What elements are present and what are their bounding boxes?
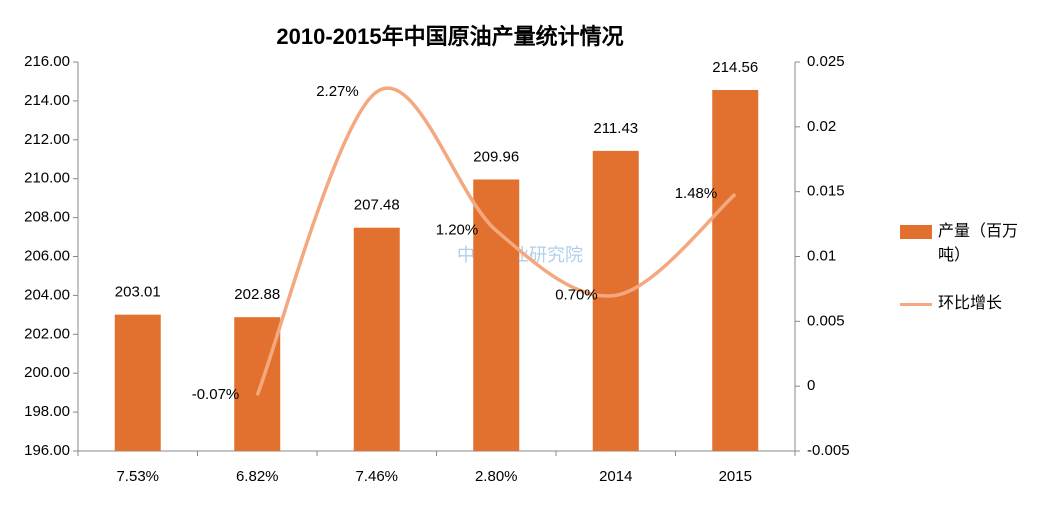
x-tick-label: 6.82% xyxy=(236,468,279,485)
y-tick-label: 210.00 xyxy=(24,170,70,187)
bar xyxy=(473,179,520,451)
legend-label: 产量（百万吨） xyxy=(938,223,1019,264)
line-value-label: -0.07% xyxy=(192,386,240,403)
line-value-label: 0.70% xyxy=(555,286,598,303)
bar xyxy=(234,317,281,451)
line-value-label: 2.27% xyxy=(316,83,359,100)
bar-value-label: 209.96 xyxy=(473,148,519,165)
bar-value-label: 211.43 xyxy=(593,120,638,137)
y-tick-label: 202.00 xyxy=(24,325,70,342)
bar xyxy=(712,90,759,452)
x-tick-label: 2014 xyxy=(599,468,632,485)
legend-item: 产量（百万吨） xyxy=(900,220,1024,268)
bar xyxy=(114,314,161,451)
bar-value-label: 214.56 xyxy=(712,59,758,76)
x-tick-label: 2015 xyxy=(719,468,752,485)
bar-value-label: 207.48 xyxy=(354,197,400,214)
y-tick-label: 212.00 xyxy=(24,131,70,148)
y2-tick-label: 0 xyxy=(807,377,815,394)
y2-tick-label: 0.02 xyxy=(807,118,836,135)
y-tick-label: 198.00 xyxy=(24,403,70,420)
legend-key xyxy=(900,225,932,239)
y-tick-label: 196.00 xyxy=(24,442,70,459)
y-tick-label: 206.00 xyxy=(24,247,70,264)
y-tick-label: 204.00 xyxy=(24,286,70,303)
legend-label: 环比增长 xyxy=(938,295,1003,312)
x-tick-label: 2.80% xyxy=(475,468,518,485)
line xyxy=(255,86,737,396)
bar-value-label: 203.01 xyxy=(115,284,161,301)
chart-title: 2010-2015年中国原油产量统计情况 xyxy=(276,24,623,49)
bar-value-label: 202.88 xyxy=(234,286,280,303)
y2-tick-label: 0.025 xyxy=(807,53,845,70)
bar xyxy=(353,227,400,451)
x-tick-label: 7.53% xyxy=(116,468,159,485)
y2-tick-label: -0.005 xyxy=(807,442,850,459)
y2-tick-label: 0.015 xyxy=(807,183,845,200)
line-value-label: 1.20% xyxy=(436,222,479,239)
y2-tick-label: 0.005 xyxy=(807,312,845,329)
bar xyxy=(592,150,639,451)
legend-item: 环比增长 xyxy=(900,292,1024,316)
x-tick-label: 7.46% xyxy=(355,468,398,485)
y-tick-label: 200.00 xyxy=(24,364,70,381)
y-tick-label: 214.00 xyxy=(24,92,70,109)
legend-key xyxy=(900,303,932,306)
y-tick-label: 216.00 xyxy=(24,53,70,70)
line-value-label: 1.48% xyxy=(675,185,718,202)
y2-tick-label: 0.01 xyxy=(807,247,836,264)
y-tick-label: 208.00 xyxy=(24,209,70,226)
